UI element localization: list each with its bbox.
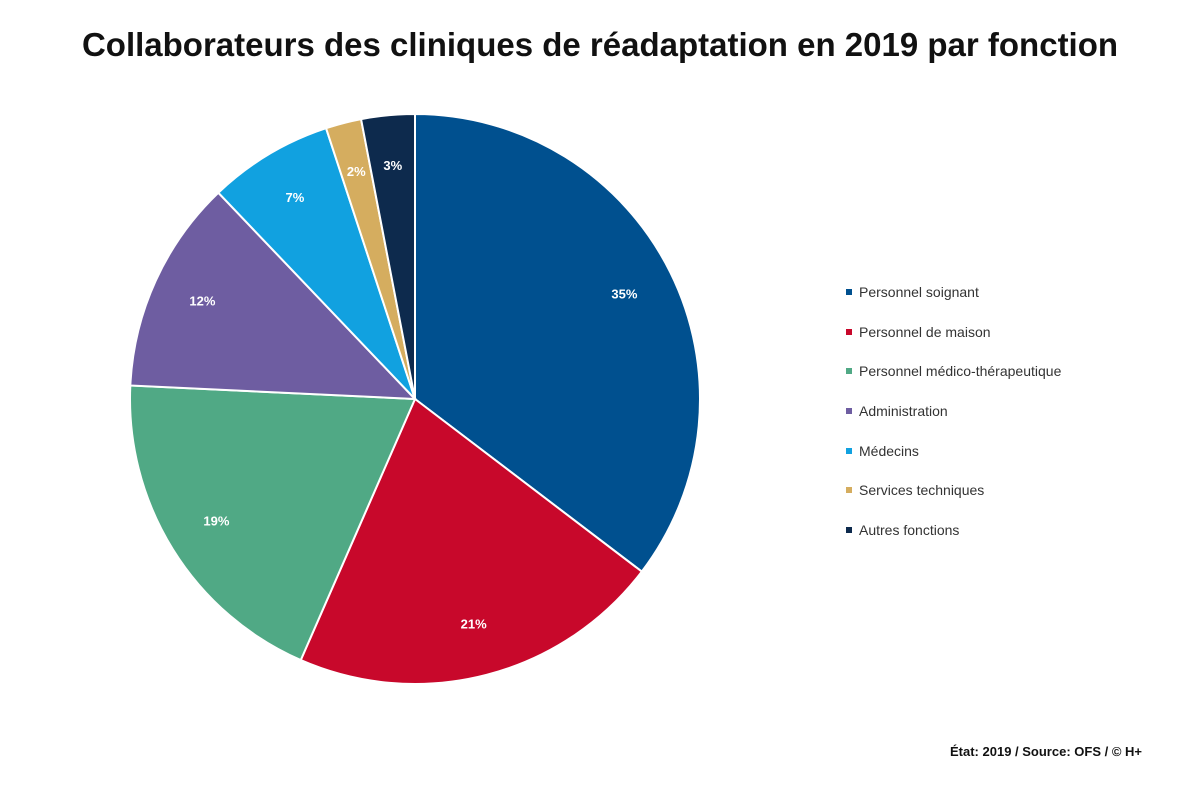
legend-label: Services techniques xyxy=(859,482,985,499)
legend-item-administration: Administration xyxy=(846,391,1061,431)
legend-item-medecins: Médecins xyxy=(846,431,1061,471)
slice-label-personnel-de-maison: 21% xyxy=(461,617,487,632)
pie-slice-administration xyxy=(129,191,418,401)
legend-swatch xyxy=(846,407,852,414)
legend-label: Autres fonctions xyxy=(859,521,960,538)
legend-label: Personnel soignant xyxy=(859,283,979,300)
legend-swatch xyxy=(846,368,852,375)
pie-slice-personnel-soignant xyxy=(414,112,701,574)
legend-swatch xyxy=(846,288,852,295)
legend-item-services-techniques: Services techniques xyxy=(846,470,1061,510)
pie-slice-personnel-medico-therapeutique xyxy=(129,384,417,662)
pie-slice-personnel-de-maison xyxy=(299,397,644,685)
legend-label: Personnel de maison xyxy=(859,323,991,340)
slice-label-autres-fonctions: 3% xyxy=(383,158,402,173)
chart-title: Collaborateurs des cliniques de réadapta… xyxy=(81,26,1119,63)
legend-label: Médecins xyxy=(859,442,919,459)
slice-label-services-techniques: 2% xyxy=(347,164,366,179)
source-note: État: 2019 / Source: OFS / © H+ xyxy=(950,744,1142,759)
legend-swatch xyxy=(846,526,852,533)
pie-slices xyxy=(129,112,701,685)
pie-slice-autres-fonctions xyxy=(359,112,416,400)
slice-label-medecins: 7% xyxy=(286,190,305,205)
slice-label-personnel-medico-therapeutique: 19% xyxy=(203,514,229,529)
legend-item-autres-fonctions: Autres fonctions xyxy=(846,510,1061,550)
chart-legend: Personnel soignant Personnel de maison Per… xyxy=(846,272,1061,550)
slice-label-personnel-soignant: 35% xyxy=(611,287,637,302)
legend-item-personnel-medico-therapeutique: Personnel médico-thérapeutique xyxy=(846,351,1061,391)
legend-label: Administration xyxy=(859,402,948,419)
legend-swatch xyxy=(846,328,852,335)
legend-swatch xyxy=(846,487,852,494)
legend-item-personnel-soignant: Personnel soignant xyxy=(846,272,1061,312)
pie-labels: 35% 21% 19% 12% 7% 2% 3% xyxy=(189,158,637,632)
legend-item-personnel-de-maison: Personnel de maison xyxy=(846,312,1061,352)
legend-swatch xyxy=(846,447,852,454)
pie-slice-medecins xyxy=(216,126,416,400)
legend-label: Personnel médico-thérapeutique xyxy=(859,363,1062,380)
slice-label-administration: 12% xyxy=(189,293,215,308)
